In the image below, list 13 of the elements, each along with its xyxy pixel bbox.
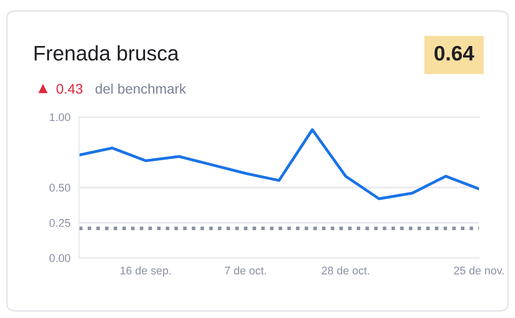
y-tick-label: 1.00 (50, 113, 70, 122)
chart-title: Frenada brusca (34, 45, 179, 61)
text: del benchmark (96, 84, 186, 94)
y-tick-label: 0.50 (49, 184, 70, 192)
line-series (79, 128, 479, 200)
x-tick-label: 28 de oct. (322, 266, 370, 274)
x-tick-label: 25 de nov. (454, 266, 504, 274)
x-tick-label: 16 de sep. (120, 266, 171, 277)
text: 0.64 (434, 46, 474, 61)
y-tick-label: 0.25 (49, 219, 70, 227)
y-tick-label: 0.00 (49, 254, 70, 262)
text: 0.43 (56, 84, 82, 94)
x-tick-label: 7 de oct. (224, 266, 266, 274)
